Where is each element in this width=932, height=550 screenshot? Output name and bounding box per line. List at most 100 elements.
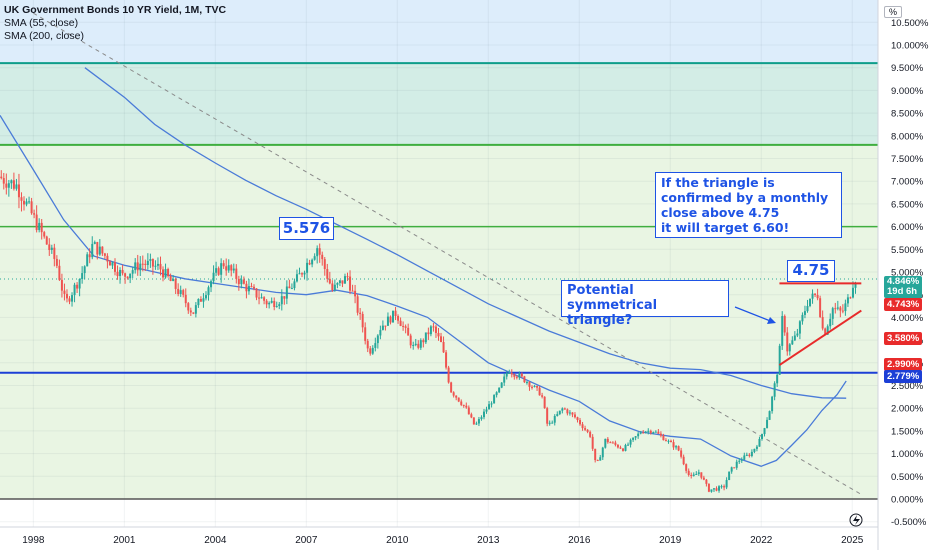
candle-body-106 (268, 302, 271, 305)
legend-sma200: SMA (200, close) (4, 30, 84, 42)
candle-body-251 (634, 436, 637, 438)
candle-body-131 (331, 283, 334, 291)
candle-body-327 (826, 326, 829, 335)
candle-body-38 (96, 242, 99, 255)
candle-body-32 (81, 273, 84, 280)
candle-body-68 (172, 279, 175, 282)
candle-body-212 (536, 385, 539, 388)
candle-body-307 (776, 374, 779, 384)
target-note: If the triangle is confirmed by a monthl… (655, 172, 842, 238)
candle-body-246 (621, 448, 624, 451)
candle-body-320 (809, 298, 812, 307)
candle-body-167 (422, 340, 425, 343)
candle-body-7 (17, 184, 20, 198)
candle-body-36 (91, 243, 94, 258)
candle-body-216 (546, 408, 549, 424)
candle-body-53 (134, 262, 137, 271)
candle-body-157 (397, 316, 400, 321)
candle-body-16 (40, 222, 43, 233)
candle-body-288 (728, 471, 731, 481)
candle-body-328 (829, 318, 832, 327)
candle-body-213 (538, 387, 541, 396)
candle-body-40 (101, 246, 104, 254)
candle-body-83 (210, 281, 213, 288)
candle-body-54 (136, 262, 139, 271)
candle-body-33 (83, 266, 86, 274)
candle-body-149 (376, 335, 379, 344)
candle-body-142 (359, 312, 362, 315)
candle-body-37 (93, 242, 96, 244)
candle-body-256 (647, 430, 650, 432)
x-tick-label: 1998 (22, 535, 45, 546)
candle-body-309 (781, 316, 784, 346)
price-label-2990: 2.990% (884, 358, 923, 371)
triangle-note-text: Potential symmetrical triangle? (567, 283, 658, 328)
candle-body-79 (199, 299, 202, 302)
candle-body-173 (437, 332, 440, 337)
candle-body-202 (510, 372, 513, 375)
candle-body-281 (710, 489, 713, 492)
target-note-line-1: If the triangle is (661, 175, 775, 190)
candle-body-61 (154, 265, 157, 267)
candle-body-308 (778, 345, 781, 375)
candle-body-130 (328, 278, 331, 284)
candle-body-219 (553, 416, 556, 423)
candle-body-137 (346, 276, 349, 278)
y-axis: 10.500% 10.000% 9.500% 9.000% 8.500% 8.000% 7.… (877, 0, 929, 550)
candle-body-22 (55, 258, 58, 266)
candle-body-253 (639, 432, 642, 434)
candle-body-44 (111, 262, 114, 266)
candle-body-140 (354, 290, 357, 297)
candle-body-249 (629, 439, 632, 445)
candle-body-67 (169, 276, 172, 282)
upper-band (0, 63, 878, 145)
price-label-4743: 4.743% (884, 298, 923, 311)
candle-body-21 (53, 247, 56, 259)
candle-body-203 (513, 374, 516, 377)
candle-body-151 (381, 325, 384, 330)
candle-body-337 (851, 287, 854, 298)
candle-body-87 (220, 263, 223, 275)
candle-body-141 (356, 296, 359, 313)
candle-body-269 (680, 450, 683, 457)
candle-body-311 (786, 332, 789, 352)
candle-body-41 (103, 253, 106, 256)
y-tick-label: 9.500% (891, 63, 924, 74)
candle-body-178 (450, 382, 453, 393)
candle-body-69 (174, 279, 177, 289)
candle-body-289 (730, 467, 733, 472)
candle-body-275 (695, 473, 698, 475)
x-tick-label: 2016 (568, 535, 591, 546)
candle-body-193 (488, 404, 491, 410)
x-tick-label: 2013 (477, 535, 500, 546)
candle-body-276 (697, 472, 700, 474)
candle-body-184 (465, 405, 468, 408)
candle-body-304 (768, 411, 771, 420)
y-tick-label: 7.000% (891, 177, 924, 188)
candle-body-24 (60, 279, 63, 291)
candle-body-175 (442, 342, 445, 353)
candle-body-2 (5, 183, 8, 188)
candle-body-180 (455, 395, 458, 398)
candle-body-14 (35, 214, 38, 231)
candle-body-323 (816, 294, 819, 299)
candle-body-59 (149, 258, 152, 261)
candle-body-103 (260, 297, 263, 299)
candle-body-252 (637, 433, 640, 437)
target-note-line-4: it will target 6.60! (661, 220, 790, 235)
candle-body-170 (429, 326, 432, 335)
candle-body-242 (611, 442, 614, 444)
candle-body-302 (763, 428, 766, 435)
axis-unit-button[interactable]: % (884, 6, 903, 18)
candle-body-245 (619, 447, 622, 449)
candle-body-283 (715, 488, 718, 491)
candle-body-113 (285, 286, 288, 299)
candle-body-27 (68, 298, 71, 302)
candle-body-139 (351, 290, 354, 292)
candle-body-226 (571, 412, 574, 415)
candle-body-259 (654, 431, 657, 433)
candle-body-312 (788, 344, 791, 352)
candle-body-265 (670, 440, 673, 443)
y-tick-label: 1.000% (891, 449, 924, 460)
candle-body-258 (652, 431, 655, 434)
